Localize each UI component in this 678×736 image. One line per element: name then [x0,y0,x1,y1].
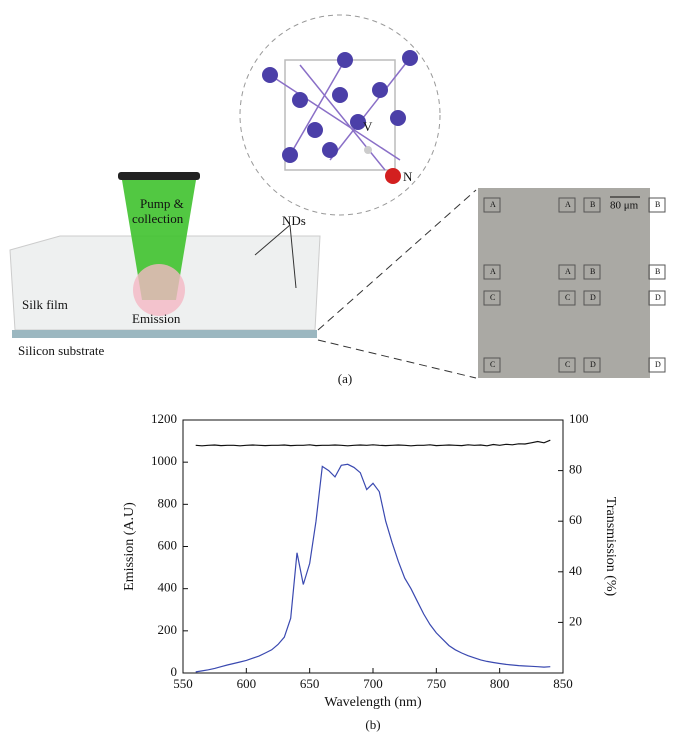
sem-label: C [565,293,570,302]
sem-label: D [590,360,596,369]
sem-pad [648,290,666,306]
x-tick-label: 850 [553,676,573,691]
sem-pad [483,357,501,373]
crystal [262,50,418,184]
sem-labels: A A B B A A B B C C D D C C D D [483,197,666,373]
zoom-circle [239,14,441,216]
x-tick-label: 550 [173,676,193,691]
y-tick-label: 200 [158,622,178,637]
sem-label: A [565,267,571,276]
data-line [195,439,551,447]
y-tick-label: 0 [171,664,178,679]
sem-pad [483,290,501,306]
sem-pad [483,197,501,213]
y-axis-title: Emission (A.U) [122,502,137,591]
sem-label: A [565,200,571,209]
y-tick-label: 400 [158,580,178,595]
sem-label: D [590,293,596,302]
nd-pointer [289,224,297,289]
sem-pad [583,264,601,280]
sem-label: B [590,200,595,209]
pump-label: Pump & [140,196,184,211]
sem-label: D [655,293,661,302]
sem-label: A [490,200,496,209]
beam [122,180,196,300]
y2-tick-label: 40 [569,563,582,578]
sem-label: B [655,200,660,209]
sem-image [478,188,650,378]
sem-label: B [655,267,660,276]
plot-frame [182,419,564,674]
sem-pad [558,290,576,306]
emission-spot [133,264,185,316]
nds-label: NDs [282,213,306,228]
nd-pointer [254,224,291,256]
y2-tick-label: 60 [569,512,582,527]
sem-label: B [590,267,595,276]
y2-tick-label: 20 [569,613,582,628]
sem-label: D [655,360,661,369]
scale-label: 80 μm [610,200,639,212]
sem-pad [648,197,666,213]
sem-pad [583,290,601,306]
data-line [195,463,551,673]
sem-pad [558,357,576,373]
zoom-line [317,339,477,379]
x-tick-label: 750 [427,676,447,691]
sem-pad [648,264,666,280]
substrate [12,330,317,338]
sem-pad [558,264,576,280]
x-tick-label: 650 [300,676,320,691]
y2-tick-label: 80 [569,462,582,477]
y2-axis-title: Transmission (%) [603,497,618,597]
caption-a: (a) [338,371,352,386]
sem-pad [583,197,601,213]
caption-b: (b) [365,717,380,732]
sem-label: C [490,293,495,302]
sem-label: C [565,360,570,369]
nitrogen-label: N [403,169,413,184]
y2-tick-label: 100 [569,411,589,426]
y-tick-label: 600 [158,537,178,552]
emission-label: Emission [132,311,181,326]
y-tick-label: 800 [158,495,178,510]
x-tick-label: 600 [237,676,257,691]
chart: 550 600 650 700 750 800 850 0 200 400 600 800 1000 12… [122,411,618,732]
sem-label: A [490,267,496,276]
sem-label: C [490,360,495,369]
substrate-label: Silicon substrate [18,343,105,358]
y-tick-label: 1200 [151,411,177,426]
x-tick-label: 700 [363,676,383,691]
silk-label: Silk film [22,297,68,312]
sem-pad [558,197,576,213]
pump-label: collection [132,211,184,226]
zoom-line [317,189,477,331]
sem-pad [648,357,666,373]
sem-pad [483,264,501,280]
y-tick-label: 1000 [151,453,177,468]
vacancy-label: V [363,119,373,134]
x-axis-title: Wavelength (nm) [324,695,422,710]
objective [118,172,200,180]
x-tick-label: 800 [490,676,510,691]
sem-pad [583,357,601,373]
